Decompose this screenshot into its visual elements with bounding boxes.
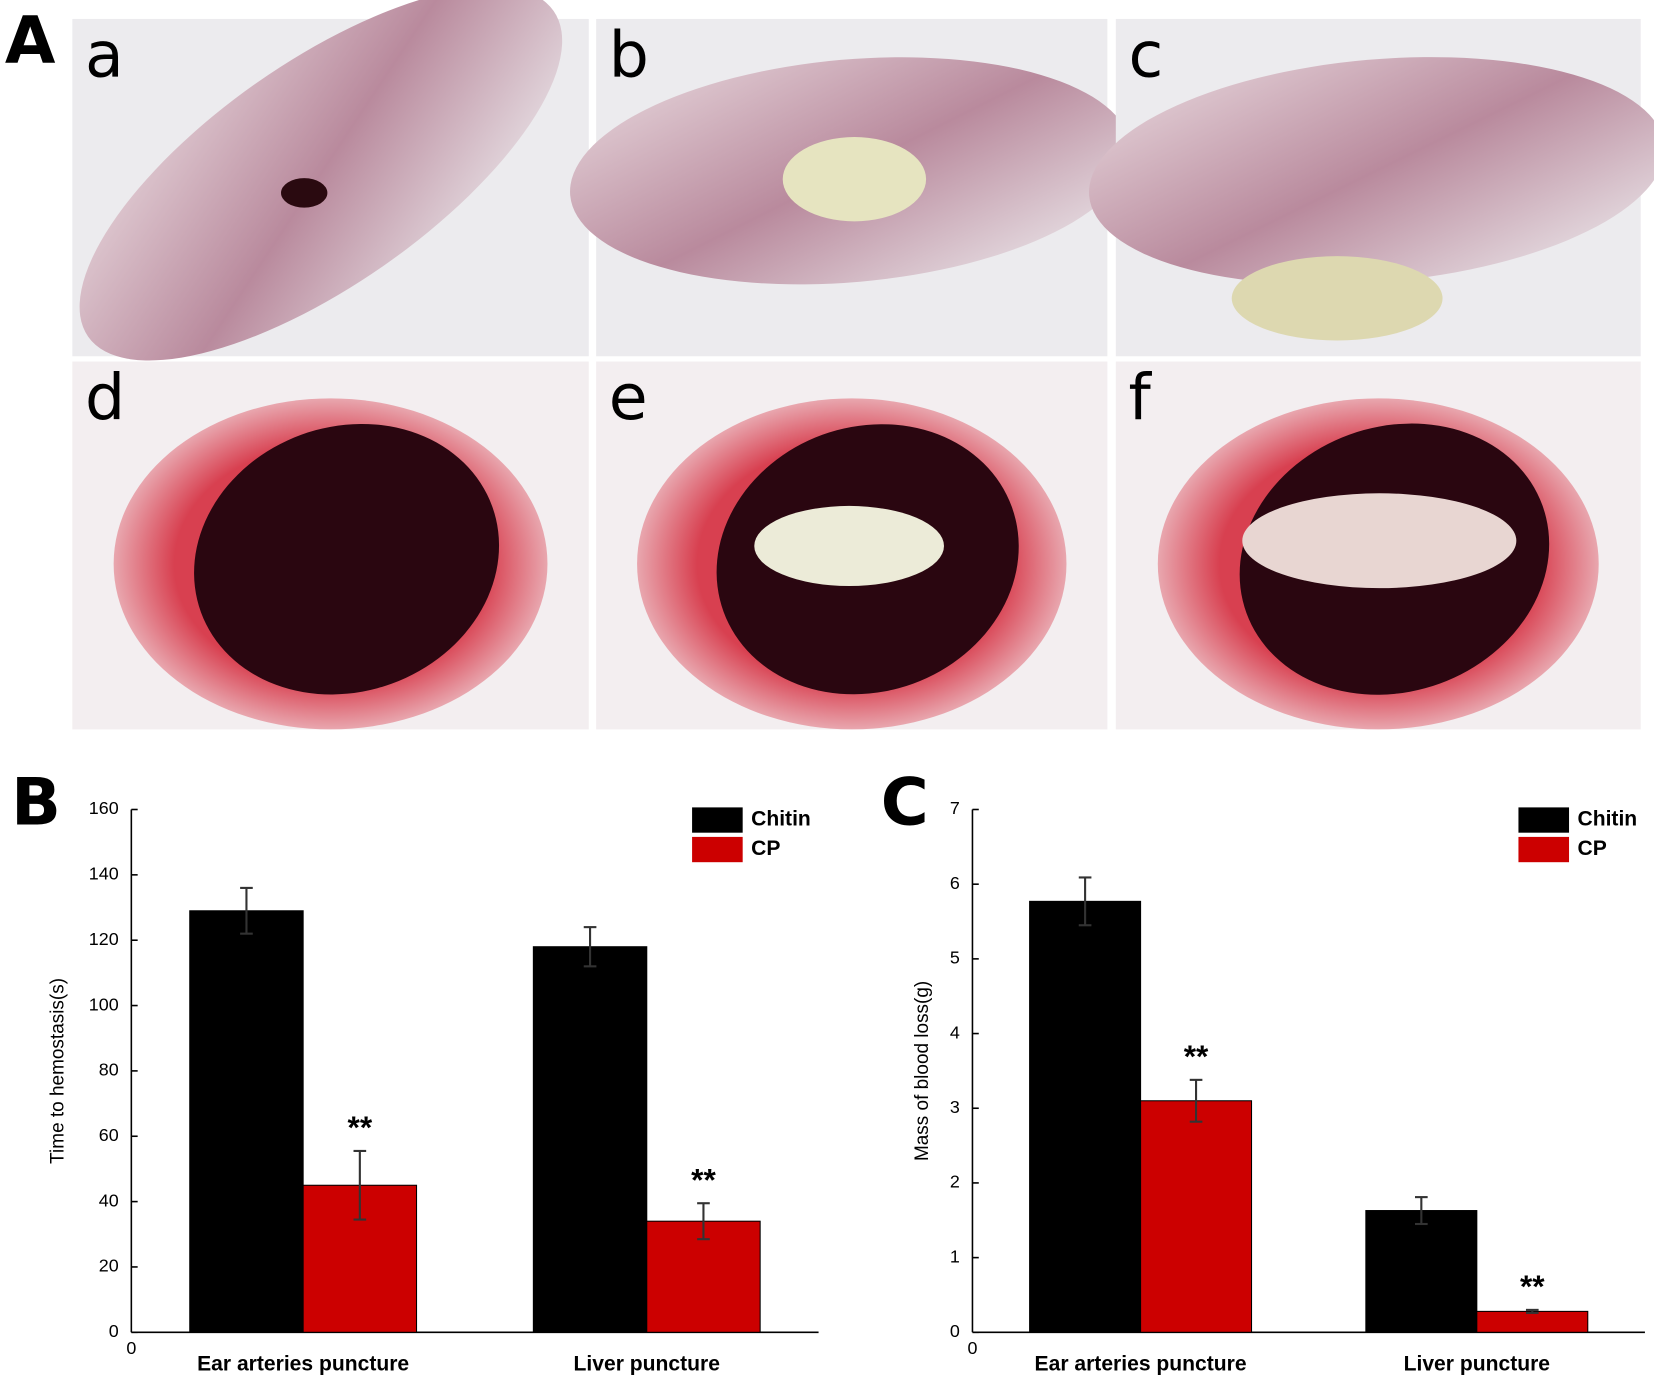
bar bbox=[1365, 1210, 1478, 1333]
x-tick-label: Liver puncture bbox=[1404, 1353, 1550, 1376]
panel-label: C bbox=[881, 764, 929, 840]
photo: f bbox=[1115, 360, 1641, 730]
y-tick-label: 5 bbox=[950, 948, 960, 968]
photo-label: c bbox=[1128, 18, 1163, 92]
wound bbox=[281, 178, 328, 208]
y-tick-label: 100 bbox=[89, 994, 119, 1014]
photo-label: d bbox=[85, 360, 125, 434]
significance-label: ** bbox=[1520, 1268, 1545, 1304]
photo: c bbox=[1089, 18, 1654, 357]
photo: e bbox=[596, 360, 1108, 730]
y-axis-label: Mass of blood loss(g) bbox=[912, 981, 933, 1161]
y-tick-label: 0 bbox=[109, 1321, 119, 1341]
legend-swatch bbox=[692, 836, 743, 863]
photo: d bbox=[72, 360, 589, 730]
y-tick-label: 160 bbox=[89, 798, 119, 818]
y-tick-label: 60 bbox=[99, 1125, 119, 1145]
error-bar bbox=[697, 1202, 710, 1241]
error-bar bbox=[1525, 1308, 1539, 1314]
ear bbox=[79, 0, 563, 361]
panel-label: B bbox=[11, 764, 61, 840]
y-tick-label: 1 bbox=[950, 1246, 960, 1266]
y-tick-label: 3 bbox=[950, 1097, 960, 1117]
y-axis-label: Time to hemostasis(s) bbox=[48, 978, 69, 1164]
powder bbox=[1242, 493, 1517, 589]
x-origin-label: 0 bbox=[967, 1338, 977, 1358]
significance-label: ** bbox=[348, 1109, 373, 1145]
y-tick-label: 40 bbox=[99, 1190, 119, 1210]
photo-label: b bbox=[609, 18, 649, 92]
photo-label: a bbox=[85, 18, 124, 92]
x-tick-label: Liver puncture bbox=[574, 1353, 720, 1376]
error-bar bbox=[353, 1149, 367, 1221]
panel-label: A bbox=[5, 2, 56, 78]
y-tick-label: 140 bbox=[89, 864, 119, 884]
bar bbox=[532, 946, 648, 1333]
error-bar bbox=[1078, 876, 1092, 927]
y-tick-label: 4 bbox=[950, 1022, 960, 1042]
x-origin-label: 0 bbox=[126, 1338, 136, 1358]
photo-grid: a b c d e f bbox=[72, 0, 1654, 730]
powder bbox=[754, 505, 944, 587]
legend-label: Chitin bbox=[751, 808, 811, 831]
legend-swatch bbox=[1518, 807, 1570, 833]
powder bbox=[782, 137, 927, 222]
y-tick-label: 2 bbox=[950, 1172, 960, 1192]
y-tick-label: 6 bbox=[950, 873, 960, 893]
ear bbox=[1089, 57, 1654, 285]
x-tick-label: Ear arteries puncture bbox=[1035, 1353, 1247, 1376]
error-bar bbox=[1189, 1078, 1203, 1123]
liver bbox=[194, 423, 500, 695]
y-tick-label: 120 bbox=[89, 929, 119, 949]
bar bbox=[1140, 1100, 1253, 1333]
error-bar bbox=[240, 886, 253, 935]
legend-swatch bbox=[692, 807, 743, 833]
y-tick-label: 20 bbox=[99, 1256, 119, 1276]
photo-label: e bbox=[609, 360, 648, 434]
legend-label: Chitin bbox=[1577, 808, 1637, 831]
y-tick-label: 7 bbox=[950, 798, 960, 818]
significance-label: ** bbox=[691, 1162, 716, 1198]
legend-label: CP bbox=[751, 837, 780, 860]
powder bbox=[1231, 256, 1443, 341]
bar bbox=[1029, 900, 1142, 1333]
y-tick-label: 0 bbox=[950, 1321, 960, 1341]
x-tick-label: Ear arteries puncture bbox=[197, 1353, 409, 1376]
significance-label: ** bbox=[1184, 1038, 1209, 1074]
y-tick-label: 80 bbox=[99, 1060, 119, 1080]
photo: a bbox=[72, 0, 589, 361]
legend-label: CP bbox=[1577, 837, 1606, 860]
photo: b bbox=[570, 18, 1131, 357]
error-bar bbox=[583, 926, 597, 968]
error-bar bbox=[1415, 1196, 1428, 1226]
photo-label: f bbox=[1128, 360, 1152, 434]
bar bbox=[189, 910, 304, 1333]
bar bbox=[1476, 1310, 1589, 1333]
legend-swatch bbox=[1518, 836, 1570, 863]
